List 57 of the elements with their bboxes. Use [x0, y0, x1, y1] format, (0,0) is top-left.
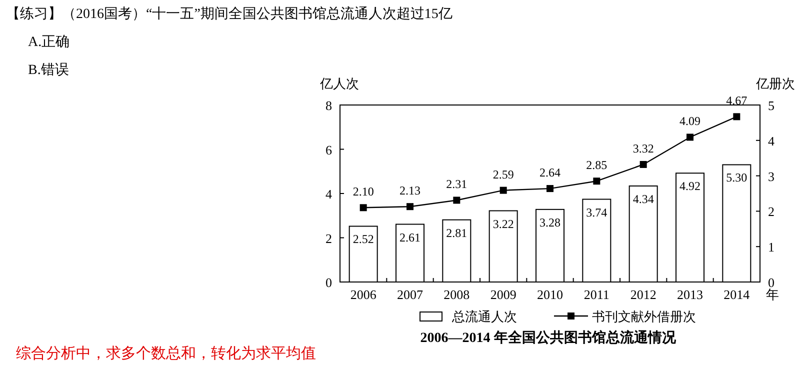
data-label: 3.28: [540, 215, 560, 230]
point: [406, 203, 414, 210]
y-tick-label: 6: [326, 142, 332, 158]
y-tick-label: 2: [326, 230, 332, 246]
point: [686, 134, 694, 141]
point: [546, 185, 554, 192]
data-label: 2.52: [352, 232, 374, 246]
legend-label: 总流通人次: [451, 309, 517, 324]
x-axis-title: 年: [766, 287, 779, 302]
text: A.正确: [28, 34, 70, 50]
y2-tick-label: 4: [768, 133, 775, 148]
x-tick-label: 2012: [630, 287, 656, 302]
x-tick-label: 2013: [677, 287, 703, 302]
data-label: 3.74: [586, 205, 608, 220]
text: 2006—2014 年全国公共图书馆总流通情况: [420, 329, 677, 346]
data-label: 2.81: [446, 226, 468, 240]
text: 综合分析中，求多个数总和，转化为求平均值: [16, 345, 316, 362]
text: 【练习】（2016国考）“十一五”期间全国公共图书馆总流通人次超过15亿: [6, 6, 452, 22]
x-tick-label: 2007: [397, 287, 424, 302]
y-axis-title: 亿人次: [319, 76, 359, 91]
data-label: 2.31: [446, 177, 468, 192]
x-tick-label: 2010: [537, 287, 563, 302]
y2-tick-label: 0: [768, 275, 774, 290]
y2-axis-title: 亿册次: [755, 76, 795, 91]
text: B.错误: [28, 62, 69, 78]
x-tick-label: 2008: [444, 287, 470, 302]
data-label: 2.13: [400, 184, 420, 198]
data-label: 3.32: [632, 141, 654, 156]
y-tick-label: 8: [326, 98, 332, 113]
data-label: 2.85: [586, 158, 608, 172]
data-label: 4.92: [680, 179, 700, 194]
point: [593, 178, 600, 185]
point: [500, 186, 507, 194]
data-label: 2.10: [352, 184, 374, 199]
x-tick-label: 2011: [584, 287, 610, 302]
data-label: 4.09: [680, 114, 700, 128]
data-label: 5.30: [726, 170, 748, 185]
x-tick-label: 2009: [490, 287, 516, 302]
point: [453, 196, 460, 204]
y-tick-label: 4: [326, 186, 332, 202]
y2-tick-label: 2: [768, 204, 774, 220]
x-tick-label: 2006: [350, 287, 377, 302]
y2-tick-label: 5: [768, 98, 774, 113]
point: [640, 160, 647, 168]
data-label: 2.61: [400, 230, 420, 244]
data-label: 2.59: [492, 167, 514, 182]
point: [360, 204, 367, 212]
x-tick-label: 2014: [724, 287, 750, 302]
data-label: 3.22: [492, 216, 514, 231]
y-tick-label: 0: [326, 275, 332, 290]
data-label: 4.34: [632, 192, 654, 206]
y2-tick-label: 3: [768, 168, 774, 184]
y2-tick-label: 1: [768, 240, 774, 255]
data-label: 2.64: [540, 166, 560, 180]
point: [733, 113, 740, 120]
data-label: 4.67: [726, 94, 748, 108]
legend-label: 书刊文献外借册次: [592, 309, 696, 324]
